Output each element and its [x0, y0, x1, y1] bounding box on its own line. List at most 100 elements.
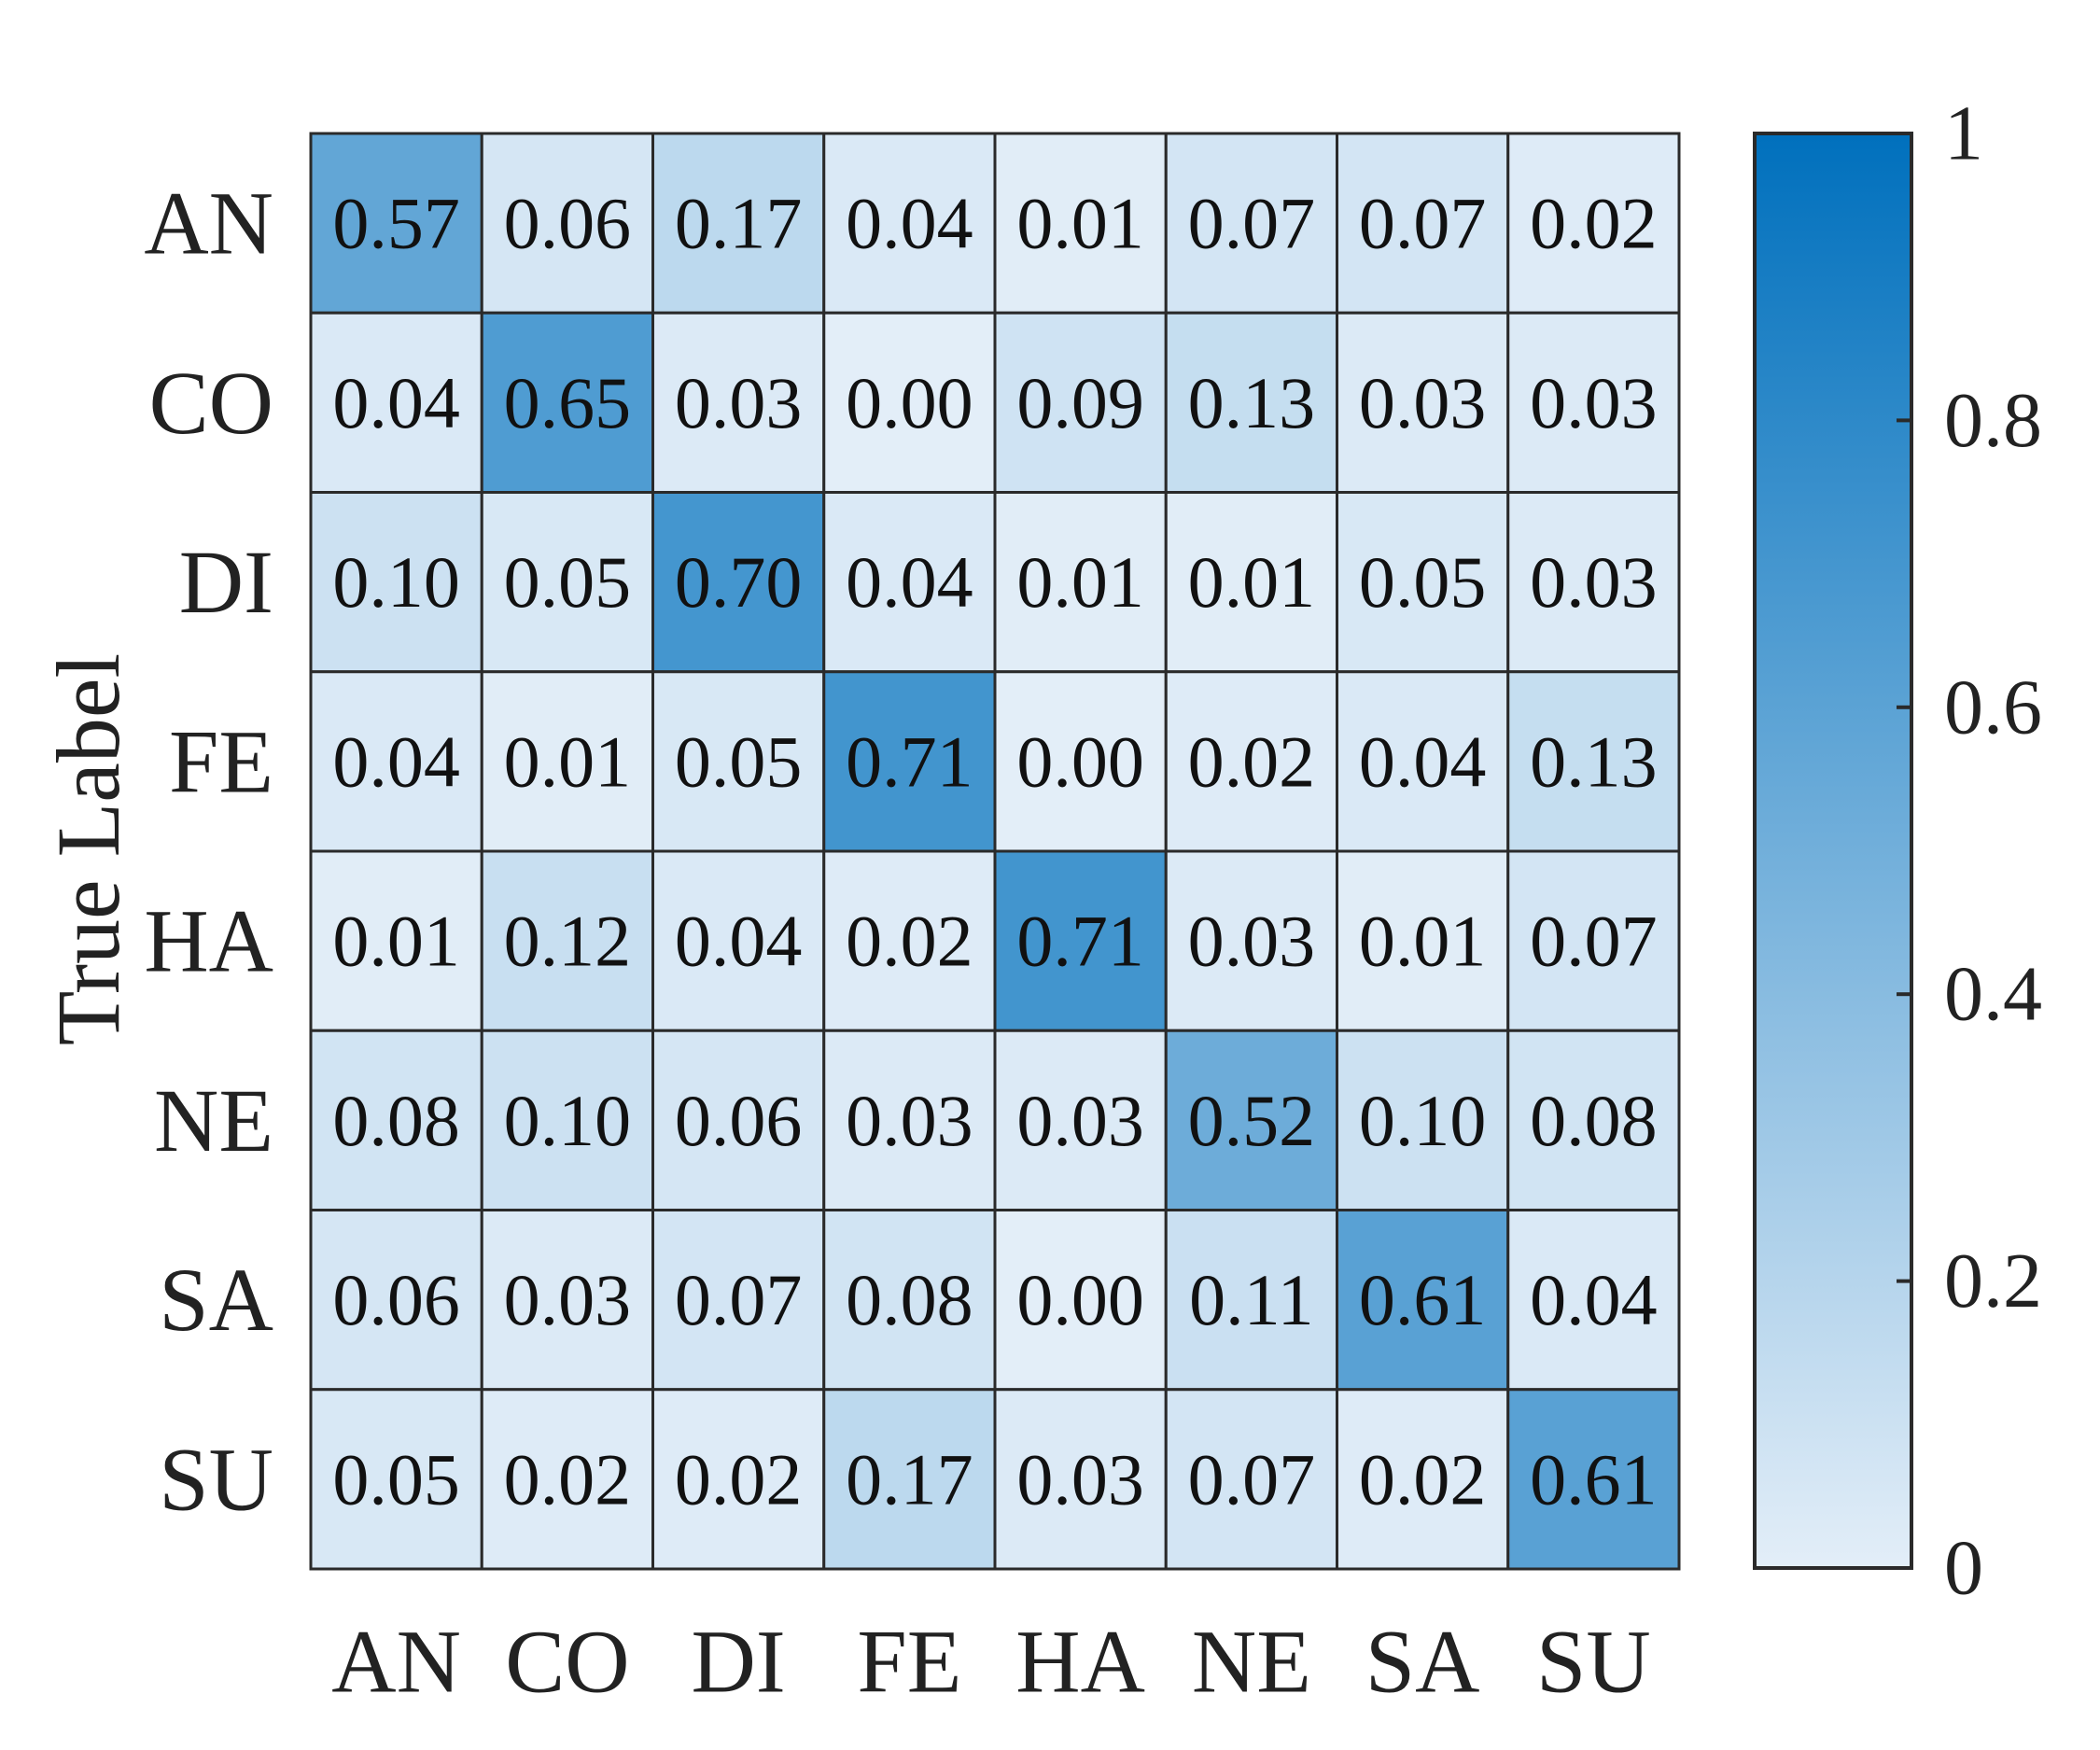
cell-value-label: 0.01 — [1188, 541, 1316, 623]
cell-value-label: 0.01 — [1016, 541, 1144, 623]
cell-value-label: 0.10 — [504, 1080, 632, 1161]
heatmap-cell — [480, 1209, 654, 1392]
cell-value-label: 0.04 — [675, 901, 803, 982]
cell-value-label: 0.04 — [846, 183, 973, 264]
cell-value-label: 0.04 — [846, 541, 973, 623]
cell-value-label: 0.52 — [1188, 1080, 1316, 1161]
x-tick-label: NE — [1192, 1612, 1311, 1712]
cell-value-label: 0.03 — [675, 362, 803, 443]
heatmap-cell — [1336, 1029, 1510, 1211]
cell-value-label: 0.57 — [332, 183, 460, 264]
heatmap-cell — [1506, 132, 1681, 315]
cell-value-label: 0.02 — [846, 901, 973, 982]
cell-value-label: 0.00 — [1016, 1259, 1144, 1340]
cell-value-label: 0.06 — [675, 1080, 803, 1161]
cell-value-label: 0.02 — [1188, 721, 1316, 802]
heatmap-cell — [309, 670, 483, 853]
heatmap-cell — [1506, 1209, 1681, 1392]
heatmap-cell — [651, 1029, 826, 1211]
cell-value-label: 0.02 — [1530, 183, 1658, 264]
heatmap-cell — [651, 1388, 826, 1571]
cell-value-label: 0.05 — [332, 1438, 460, 1519]
cell-value-label: 0.06 — [332, 1259, 460, 1340]
heatmap-cell — [1164, 311, 1338, 494]
heatmap-cell — [480, 1388, 654, 1571]
cell-value-label: 0.02 — [675, 1438, 803, 1519]
cell-value-label: 0.04 — [332, 362, 460, 443]
cell-value-label: 0.03 — [1188, 901, 1316, 982]
cell-value-label: 0.04 — [1530, 1259, 1658, 1340]
heatmap-cell — [822, 1388, 997, 1571]
colorbar-tick-label: 0.8 — [1944, 377, 2042, 464]
cell-value-label: 0.08 — [846, 1259, 973, 1340]
cell-value-label: 0.02 — [504, 1438, 632, 1519]
colorbar: 0 0.2 0.4 0.6 0.8 1 — [1753, 91, 2042, 1612]
cell-value-label: 0.17 — [675, 183, 803, 264]
x-tick-label: SA — [1365, 1612, 1480, 1712]
colorbar-tick-label: 1 — [1944, 91, 1983, 177]
colorbar-tick-label: 0.4 — [1944, 951, 2042, 1038]
heatmap-cells: 0.57 0.06 0.17 0.04 0.01 0.07 0.07 0.02 0.04 0.65… — [309, 132, 1681, 1571]
cell-value-label: 0.03 — [1359, 362, 1487, 443]
cell-value-label: 0.09 — [1016, 362, 1144, 443]
cell-value-label: 0.04 — [1359, 721, 1487, 802]
heatmap-cell — [993, 670, 1168, 853]
heatmap-cell — [822, 849, 997, 1032]
cell-value-label: 0.03 — [1016, 1438, 1144, 1519]
cell-value-label: 0.01 — [1016, 183, 1144, 264]
heatmap-cell — [651, 491, 826, 674]
cell-value-label: 0.13 — [1188, 362, 1316, 443]
heatmap-cell — [822, 670, 997, 853]
cell-value-label: 0.04 — [332, 721, 460, 802]
x-tick-label: DI — [691, 1612, 785, 1712]
cell-value-label: 0.00 — [1016, 721, 1144, 802]
cell-value-label: 0.13 — [1530, 721, 1658, 802]
cell-value-label: 0.17 — [846, 1438, 973, 1519]
y-tick-label: CO — [149, 353, 273, 453]
heatmap-cell — [651, 1209, 826, 1392]
y-axis-title: True Label — [38, 653, 138, 1045]
heatmap-cell — [309, 491, 483, 674]
heatmap-cell — [822, 311, 997, 494]
cell-value-label: 0.12 — [504, 901, 632, 982]
cell-value-label: 0.08 — [1530, 1080, 1658, 1161]
y-tick-label: SU — [159, 1429, 273, 1529]
cell-value-label: 0.06 — [504, 183, 632, 264]
heatmap-cell — [993, 1209, 1168, 1392]
cell-value-label: 0.03 — [1530, 541, 1658, 623]
heatmap-cell — [1164, 1388, 1338, 1571]
heatmap-cell — [480, 491, 654, 674]
axis-tick-labels: AN CO DI FE HA NE SA SU AN CO DI FE HA NE SA SU — [144, 174, 1650, 1712]
heatmap-cell — [1164, 491, 1338, 674]
heatmap-cell — [1506, 1388, 1681, 1571]
x-tick-label: FE — [857, 1612, 961, 1712]
heatmap-cell — [309, 1388, 483, 1571]
heatmap-cell — [993, 1388, 1168, 1571]
cell-value-label: 0.03 — [1016, 1080, 1144, 1161]
cell-value-label: 0.08 — [332, 1080, 460, 1161]
cell-value-label: 0.70 — [675, 541, 803, 623]
heatmap-cell — [1336, 849, 1510, 1032]
heatmap-cell — [480, 311, 654, 494]
cell-value-label: 0.10 — [1359, 1080, 1487, 1161]
cell-value-label: 0.03 — [1530, 362, 1658, 443]
heatmap-cell — [1164, 1209, 1338, 1392]
x-tick-label: SU — [1536, 1612, 1651, 1712]
heatmap-cell — [651, 132, 826, 315]
heatmap-cell — [1506, 311, 1681, 494]
cell-value-label: 0.01 — [504, 721, 632, 802]
heatmap-cell — [309, 132, 483, 315]
cell-value-label: 0.05 — [675, 721, 803, 802]
y-tick-label: SA — [159, 1250, 273, 1350]
heatmap-cell — [480, 1029, 654, 1211]
cell-value-label: 0.03 — [846, 1080, 973, 1161]
cell-value-label: 0.71 — [1016, 901, 1144, 982]
heatmap-cell — [1506, 1029, 1681, 1211]
cell-value-label: 0.10 — [332, 541, 460, 623]
y-tick-label: AN — [144, 174, 273, 273]
cell-value-label: 0.07 — [675, 1259, 803, 1340]
colorbar-gradient — [1753, 132, 1913, 1570]
cell-value-label: 0.02 — [1359, 1438, 1487, 1519]
heatmap-cell — [993, 849, 1168, 1032]
